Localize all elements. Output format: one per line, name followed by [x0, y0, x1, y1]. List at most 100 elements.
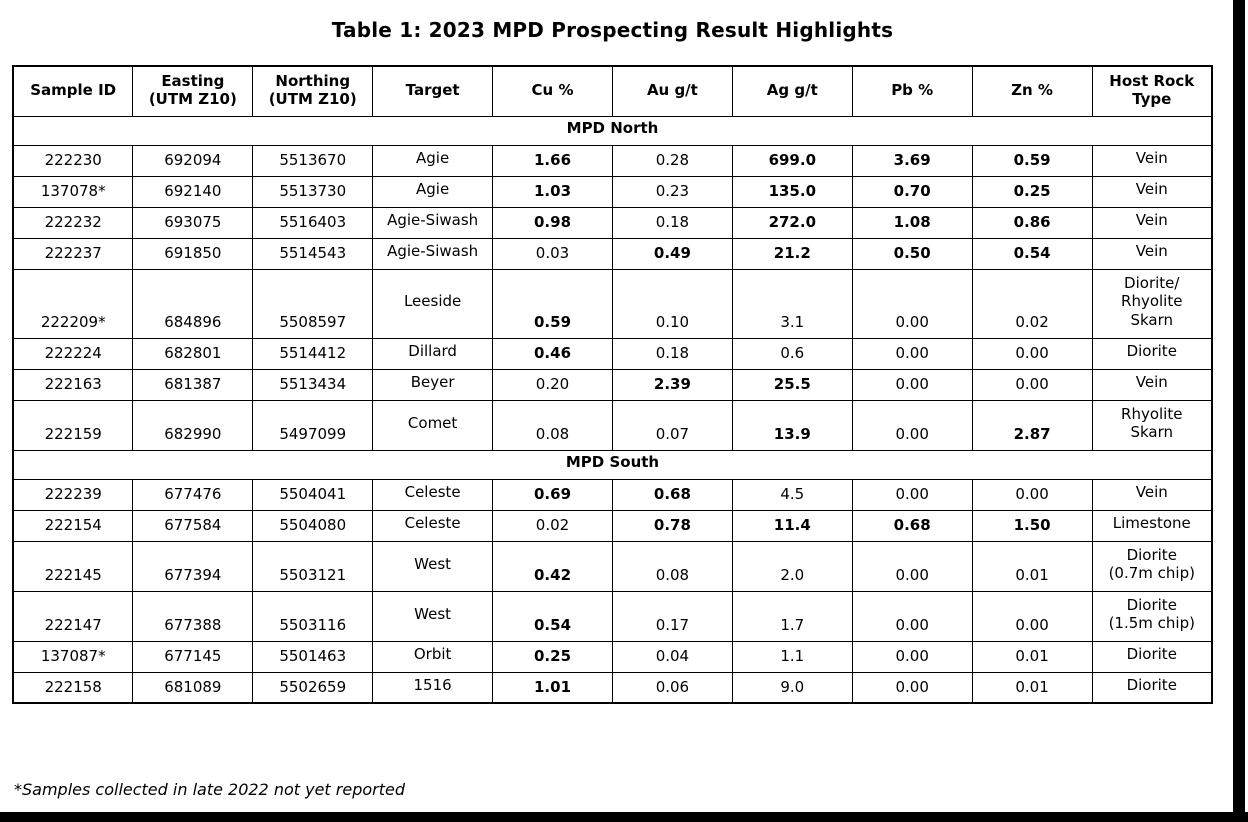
cell-target: Celeste — [372, 509, 494, 542]
cell-pb: 0.00 — [851, 399, 973, 451]
cell-northing: 5514412 — [252, 337, 374, 370]
cell-northing: 5497099 — [252, 399, 374, 451]
cell-easting: 677394 — [132, 540, 254, 592]
cell-target: Dillard — [372, 337, 494, 370]
cell-sample-id: 222145 — [12, 540, 134, 592]
cell-easting: 682801 — [132, 337, 254, 370]
cell-sample-id: 222159 — [12, 399, 134, 451]
cell-easting: 677584 — [132, 509, 254, 542]
cell-northing: 5504041 — [252, 478, 374, 511]
cell-northing: 5513730 — [252, 175, 374, 208]
cell-northing: 5502659 — [252, 671, 374, 704]
cell-northing: 5503121 — [252, 540, 374, 592]
cell-cu: 0.69 — [492, 478, 613, 511]
cell-sample-id: 222163 — [12, 368, 134, 401]
cell-sample-id: 222224 — [12, 337, 134, 370]
cell-ag: 2.0 — [731, 540, 853, 592]
section-row: MPD South — [12, 449, 1213, 480]
cell-zn: 0.01 — [971, 671, 1093, 704]
cell-ag: 1.7 — [731, 590, 853, 642]
bottom-black-border — [0, 812, 1248, 822]
cell-cu: 0.59 — [492, 268, 613, 339]
cell-easting: 677476 — [132, 478, 254, 511]
cell-cu: 1.01 — [492, 671, 613, 704]
cell-host-rock: Diorite — [1091, 640, 1213, 673]
cell-easting: 677145 — [132, 640, 254, 673]
table-row: 222237 691850 5514543 Agie-Siwash 0.03 0.49 21… — [12, 237, 1213, 270]
cell-zn: 0.01 — [971, 540, 1093, 592]
cell-cu: 0.98 — [492, 206, 613, 239]
cell-target: Agie — [372, 144, 494, 177]
cell-sample-id: 222232 — [12, 206, 134, 239]
cell-pb: 0.00 — [851, 540, 973, 592]
right-black-border — [1233, 0, 1245, 822]
cell-northing: 5514543 — [252, 237, 374, 270]
cell-easting: 693075 — [132, 206, 254, 239]
cell-sample-id: 222239 — [12, 478, 134, 511]
cell-target: Comet — [372, 399, 494, 451]
cell-au: 0.07 — [611, 399, 733, 451]
cell-host-rock: Diorite — [1091, 671, 1213, 704]
cell-pb: 0.68 — [851, 509, 973, 542]
cell-host-rock: Vein — [1091, 175, 1213, 208]
cell-au: 0.23 — [611, 175, 733, 208]
cell-easting: 691850 — [132, 237, 254, 270]
cell-zn: 0.02 — [971, 268, 1093, 339]
cell-target: Agie — [372, 175, 494, 208]
table-row: 222209* 684896 5508597 Leeside 0.59 0.10 3.1 0.… — [12, 268, 1213, 339]
cell-ag: 272.0 — [731, 206, 853, 239]
cell-target: Orbit — [372, 640, 494, 673]
cell-northing: 5501463 — [252, 640, 374, 673]
cell-target: Agie-Siwash — [372, 206, 494, 239]
cell-sample-id: 222147 — [12, 590, 134, 642]
cell-zn: 0.25 — [971, 175, 1093, 208]
cell-ag: 9.0 — [731, 671, 853, 704]
cell-cu: 0.03 — [492, 237, 613, 270]
cell-sample-id: 222154 — [12, 509, 134, 542]
cell-zn: 0.00 — [971, 337, 1093, 370]
cell-au: 0.28 — [611, 144, 733, 177]
cell-easting: 692094 — [132, 144, 254, 177]
header-cu: Cu % — [492, 65, 613, 117]
cell-zn: 0.01 — [971, 640, 1093, 673]
cell-pb: 1.08 — [851, 206, 973, 239]
cell-cu: 0.54 — [492, 590, 613, 642]
cell-host-rock: Diorite (0.7m chip) — [1091, 540, 1213, 592]
table-row: 222239 677476 5504041 Celeste 0.69 0.68 4.5 0.0… — [12, 478, 1213, 511]
cell-target: West — [372, 590, 494, 642]
cell-target: 1516 — [372, 671, 494, 704]
cell-ag: 135.0 — [731, 175, 853, 208]
cell-au: 0.18 — [611, 337, 733, 370]
cell-host-rock: Diorite (1.5m chip) — [1091, 590, 1213, 642]
cell-au: 0.68 — [611, 478, 733, 511]
cell-au: 0.06 — [611, 671, 733, 704]
cell-ag: 4.5 — [731, 478, 853, 511]
cell-easting: 692140 — [132, 175, 254, 208]
table-row: 222163 681387 5513434 Beyer 0.20 2.39 25.5 0.00… — [12, 368, 1213, 401]
cell-au: 0.08 — [611, 540, 733, 592]
header-host-rock: Host Rock Type — [1091, 65, 1213, 117]
cell-easting: 682990 — [132, 399, 254, 451]
cell-northing: 5516403 — [252, 206, 374, 239]
cell-cu: 0.20 — [492, 368, 613, 401]
cell-northing: 5503116 — [252, 590, 374, 642]
cell-northing: 5513670 — [252, 144, 374, 177]
cell-host-rock: Vein — [1091, 206, 1213, 239]
cell-cu: 0.42 — [492, 540, 613, 592]
cell-cu: 0.08 — [492, 399, 613, 451]
cell-cu: 1.03 — [492, 175, 613, 208]
cell-ag: 0.6 — [731, 337, 853, 370]
header-zn: Zn % — [971, 65, 1093, 117]
cell-northing: 5508597 — [252, 268, 374, 339]
cell-target: Beyer — [372, 368, 494, 401]
cell-pb: 0.00 — [851, 337, 973, 370]
cell-pb: 0.00 — [851, 368, 973, 401]
cell-pb: 0.00 — [851, 671, 973, 704]
cell-pb: 0.50 — [851, 237, 973, 270]
header-sample-id: Sample ID — [12, 65, 134, 117]
cell-sample-id: 222230 — [12, 144, 134, 177]
table-row: 222230 692094 5513670 Agie 1.66 0.28 699.0 3.69… — [12, 144, 1213, 177]
section-label: MPD South — [12, 449, 1213, 480]
footnote: *Samples collected in late 2022 not yet … — [14, 780, 405, 799]
cell-ag: 699.0 — [731, 144, 853, 177]
